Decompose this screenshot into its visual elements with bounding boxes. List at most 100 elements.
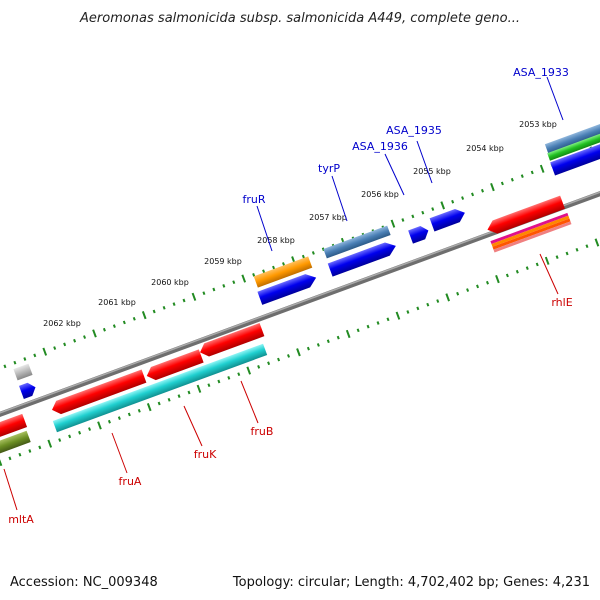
- gene-labels: ASA_1933 ASA_1935 ASA_1936 tyrP fruR rhl…: [8, 66, 573, 526]
- scale-minor-tick: [222, 284, 226, 288]
- scale-major-tick: [345, 329, 351, 339]
- scale-minor-tick: [212, 287, 216, 292]
- scale-minor-tick: [510, 177, 514, 182]
- gene-label-asa-1936[interactable]: ASA_1936: [352, 140, 408, 153]
- scale-major-tick: [97, 421, 102, 430]
- gene-blue-cds-1933[interactable]: [550, 141, 600, 176]
- scale-major-tick: [390, 219, 396, 228]
- scale-minor-tick: [112, 324, 116, 328]
- gene-label-tyrp[interactable]: tyrP: [318, 162, 340, 175]
- scale-minor-tick: [301, 254, 305, 259]
- scale-minor-tick: [416, 306, 420, 311]
- scale-major-tick: [539, 164, 545, 173]
- scale-minor-tick: [277, 357, 281, 362]
- gene-frur-feature[interactable]: [253, 256, 313, 288]
- gene-frur-cds[interactable]: [257, 271, 318, 305]
- scale-minor-tick: [485, 280, 489, 285]
- scale-minor-tick: [461, 196, 465, 200]
- forward-strand-features: [13, 123, 600, 399]
- gene-label-fruk[interactable]: fruK: [194, 448, 217, 461]
- scale-major-tick: [445, 293, 451, 302]
- scale-minor-tick: [217, 379, 221, 384]
- scale-minor-tick: [267, 361, 271, 366]
- scale-minor-tick: [520, 174, 524, 178]
- scale-minor-tick: [421, 210, 425, 215]
- scale-minor-tick: [58, 438, 62, 442]
- gene-small-blue-cds[interactable]: [19, 381, 38, 399]
- gene-frub-cds[interactable]: [198, 323, 265, 359]
- scale-minor-tick: [177, 394, 181, 398]
- gene-label-asa-1935[interactable]: ASA_1935: [386, 124, 442, 137]
- gene-tyrp-feature[interactable]: [323, 225, 391, 259]
- scale-minor-tick: [73, 338, 77, 343]
- scale-minor-tick: [23, 357, 27, 361]
- outer-scale-track: [3, 146, 595, 369]
- gene-label-mlta[interactable]: mltA: [8, 513, 34, 526]
- scale-major-tick: [141, 311, 147, 320]
- scale-minor-tick: [505, 273, 509, 278]
- scale-minor-tick: [252, 273, 256, 277]
- scale-minor-tick: [257, 365, 261, 369]
- gene-asa-1936-feature[interactable]: [408, 224, 431, 244]
- gene-fruk-cds[interactable]: [144, 349, 204, 382]
- gene-tyrp-cds[interactable]: [327, 239, 399, 277]
- kbp-label: 2054 kbp: [466, 144, 504, 153]
- inner-scale-track: [0, 238, 600, 467]
- gene-grey-feature[interactable]: [13, 363, 33, 381]
- gene-asa-1935-feature[interactable]: [429, 206, 468, 232]
- scale-minor-tick: [107, 419, 111, 424]
- scale-minor-tick: [132, 316, 136, 321]
- scale-minor-tick: [311, 251, 315, 255]
- scale-minor-tick: [535, 262, 539, 267]
- scale-minor-tick: [515, 269, 519, 274]
- scale-minor-tick: [237, 372, 241, 377]
- scale-minor-tick: [68, 434, 72, 439]
- gene-mlta-feature[interactable]: [0, 430, 31, 458]
- scale-major-tick: [594, 238, 600, 247]
- scale-minor-tick: [207, 383, 211, 388]
- gene-rhle-cds[interactable]: [485, 195, 565, 237]
- scale-minor-tick: [282, 262, 286, 266]
- scale-minor-tick: [262, 269, 266, 274]
- scale-minor-tick: [232, 280, 236, 285]
- scale-minor-tick: [83, 335, 87, 339]
- scale-minor-tick: [78, 430, 82, 435]
- gene-frua-cds[interactable]: [50, 369, 147, 417]
- gene-mlta-cds[interactable]: [0, 413, 28, 443]
- scale-minor-tick: [122, 320, 126, 325]
- scale-minor-tick: [336, 335, 340, 340]
- kbp-label: 2062 kbp: [43, 319, 81, 328]
- gene-label-frua[interactable]: fruA: [119, 475, 142, 488]
- scale-minor-tick: [182, 298, 186, 303]
- scale-minor-tick: [376, 321, 380, 325]
- scale-minor-tick: [555, 255, 559, 259]
- gene-label-rhle[interactable]: rhlE: [551, 296, 572, 309]
- scale-minor-tick: [53, 346, 57, 350]
- gene-rhle-feature[interactable]: [490, 212, 572, 253]
- reverse-strand-features: [0, 195, 572, 458]
- scale-minor-tick: [575, 247, 579, 252]
- scale-major-tick: [296, 348, 301, 357]
- gene-cyan-feature[interactable]: [52, 343, 268, 433]
- scale-minor-tick: [187, 390, 191, 395]
- scale-minor-tick: [18, 452, 22, 457]
- scale-minor-tick: [565, 251, 569, 256]
- scale-major-tick: [440, 201, 446, 210]
- scale-minor-tick: [152, 309, 156, 314]
- scale-minor-tick: [585, 244, 589, 249]
- scale-major-tick: [395, 311, 401, 320]
- scale-minor-tick: [326, 339, 330, 344]
- gene-label-frub[interactable]: fruB: [251, 425, 274, 438]
- kbp-label: 2053 kbp: [519, 120, 557, 129]
- scale-minor-tick: [466, 288, 470, 292]
- scale-minor-tick: [476, 284, 480, 289]
- gene-label-asa-1933[interactable]: ASA_1933: [513, 66, 569, 79]
- scale-minor-tick: [227, 376, 231, 380]
- scale-major-tick: [490, 182, 495, 192]
- kbp-label: 2057 kbp: [309, 213, 347, 222]
- gene-asa-1933-feature[interactable]: [544, 123, 600, 154]
- gene-green-feature[interactable]: [547, 132, 600, 161]
- gene-label-frur[interactable]: fruR: [242, 193, 265, 206]
- scale-minor-tick: [471, 192, 475, 197]
- scale-minor-tick: [102, 327, 106, 332]
